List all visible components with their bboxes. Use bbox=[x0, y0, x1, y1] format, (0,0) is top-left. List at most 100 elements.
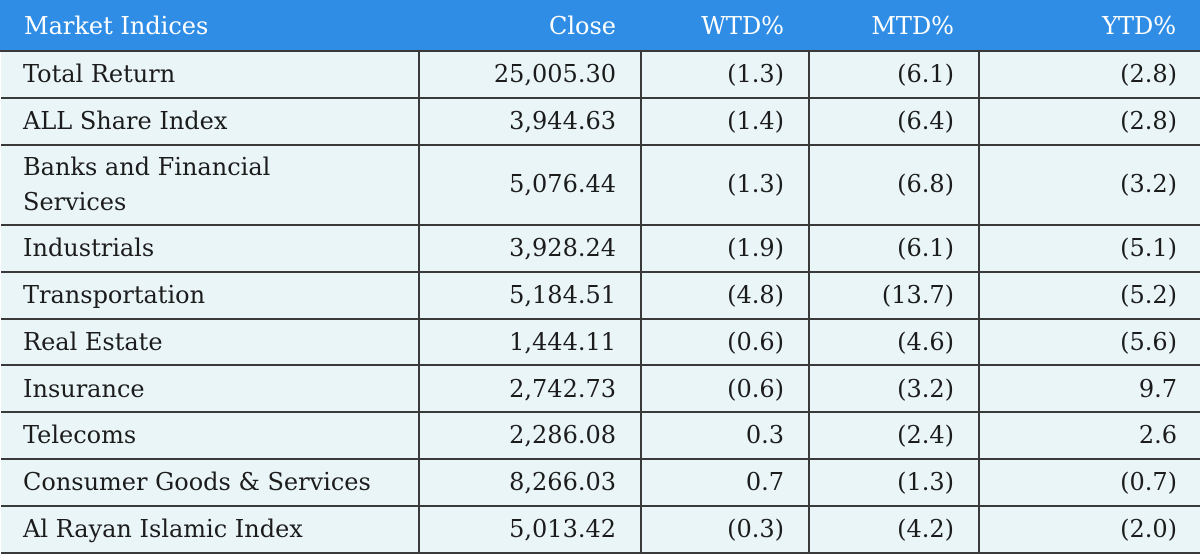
value-cell: (4.2) bbox=[808, 505, 980, 554]
table-header: Market Indices Close WTD% MTD% YTD% bbox=[0, 0, 1200, 52]
index-name: Consumer Goods & Services bbox=[23, 468, 371, 497]
cell-value: 5,184.51 bbox=[509, 280, 616, 309]
index-name-cell: Industrials bbox=[1, 223, 420, 273]
cell-value: (1.4) bbox=[727, 106, 784, 135]
cell-value: 2,286.08 bbox=[509, 421, 616, 450]
value-cell: (6.8) bbox=[808, 143, 980, 226]
index-name: Telecoms bbox=[23, 421, 137, 450]
value-cell: (13.7) bbox=[808, 270, 980, 320]
cell-value: (0.6) bbox=[727, 374, 784, 403]
value-cell: (1.3) bbox=[640, 143, 810, 226]
table-row: Banks and Financial Services 5,076.44 (1.3… bbox=[1, 143, 1200, 226]
value-cell: (1.3) bbox=[640, 50, 810, 99]
table-body: Total Return 25,005.30 (1.3) (6.1) (2.8) ALL … bbox=[1, 50, 1200, 554]
value-cell: 25,005.30 bbox=[418, 50, 642, 99]
value-cell: (2.4) bbox=[808, 411, 980, 461]
value-cell: (1.3) bbox=[808, 458, 980, 508]
index-name: Real Estate bbox=[23, 327, 163, 356]
index-name-cell: Al Rayan Islamic Index bbox=[1, 505, 420, 554]
cell-value: 3,928.24 bbox=[509, 233, 616, 262]
value-cell: 2,742.73 bbox=[418, 364, 642, 414]
value-cell: 1,444.11 bbox=[418, 317, 642, 367]
value-cell: (5.2) bbox=[978, 270, 1200, 320]
cell-value: 5,076.44 bbox=[509, 170, 616, 199]
cell-value: (13.7) bbox=[881, 280, 954, 309]
value-cell: (6.1) bbox=[808, 223, 980, 273]
index-name: Transportation bbox=[23, 280, 206, 309]
header-cell: YTD% bbox=[978, 0, 1200, 52]
value-cell: (1.9) bbox=[640, 223, 810, 273]
table-row: Industrials 3,928.24 (1.9) (6.1) (5.1) bbox=[1, 223, 1200, 273]
value-cell: (4.8) bbox=[640, 270, 810, 320]
value-cell: 5,013.42 bbox=[418, 505, 642, 554]
index-name: Total Return bbox=[23, 60, 176, 89]
cell-value: (6.1) bbox=[897, 60, 954, 89]
header-cell: Close bbox=[418, 0, 642, 52]
cell-value: (4.2) bbox=[897, 515, 954, 544]
index-name-cell: Real Estate bbox=[1, 317, 420, 367]
index-name-cell: Transportation bbox=[1, 270, 420, 320]
value-cell: (2.0) bbox=[978, 505, 1200, 554]
table-row: Total Return 25,005.30 (1.3) (6.1) (2.8) bbox=[1, 50, 1200, 99]
cell-value: (2.8) bbox=[1120, 60, 1177, 89]
value-cell: 2.6 bbox=[978, 411, 1200, 461]
cell-value: 5,013.42 bbox=[509, 515, 616, 544]
header-cell: Market Indices bbox=[0, 0, 420, 52]
cell-value: (1.3) bbox=[727, 170, 784, 199]
index-name: Industrials bbox=[23, 233, 155, 262]
header-cell: WTD% bbox=[640, 0, 810, 52]
index-name-cell: ALL Share Index bbox=[1, 96, 420, 146]
value-cell: 0.3 bbox=[640, 411, 810, 461]
value-cell: 8,266.03 bbox=[418, 458, 642, 508]
cell-value: (1.3) bbox=[727, 60, 784, 89]
table-row: Real Estate 1,444.11 (0.6) (4.6) (5.6) bbox=[1, 317, 1200, 367]
index-name: Insurance bbox=[23, 374, 145, 403]
table-row: Transportation 5,184.51 (4.8) (13.7) (5.2) bbox=[1, 270, 1200, 320]
value-cell: 5,076.44 bbox=[418, 143, 642, 226]
cell-value: 0.7 bbox=[745, 468, 784, 497]
value-cell: (0.7) bbox=[978, 458, 1200, 508]
value-cell: 5,184.51 bbox=[418, 270, 642, 320]
cell-value: (1.9) bbox=[727, 233, 784, 262]
index-name: Al Rayan Islamic Index bbox=[23, 515, 303, 544]
cell-value: 9.7 bbox=[1138, 374, 1177, 403]
cell-value: 3,944.63 bbox=[509, 106, 616, 135]
value-cell: 0.7 bbox=[640, 458, 810, 508]
header-row: Market Indices Close WTD% MTD% YTD% bbox=[0, 0, 1200, 52]
cell-value: 1,444.11 bbox=[509, 327, 616, 356]
value-cell: (6.4) bbox=[808, 96, 980, 146]
cell-value: (4.6) bbox=[897, 327, 954, 356]
value-cell: (0.6) bbox=[640, 317, 810, 367]
cell-value: 0.3 bbox=[745, 421, 784, 450]
table-row: Insurance 2,742.73 (0.6) (3.2) 9.7 bbox=[1, 364, 1200, 414]
value-cell: (1.4) bbox=[640, 96, 810, 146]
value-cell: (5.6) bbox=[978, 317, 1200, 367]
cell-value: (0.6) bbox=[727, 327, 784, 356]
cell-value: (4.8) bbox=[727, 280, 784, 309]
index-name-cell: Consumer Goods & Services bbox=[1, 458, 420, 508]
cell-value: 2.6 bbox=[1138, 421, 1177, 450]
cell-value: (6.8) bbox=[897, 170, 954, 199]
cell-value: (2.0) bbox=[1120, 515, 1177, 544]
cell-value: (1.3) bbox=[897, 468, 954, 497]
index-name: Banks and Financial Services bbox=[23, 153, 271, 216]
cell-value: (3.2) bbox=[1120, 170, 1177, 199]
cell-value: 2,742.73 bbox=[509, 374, 616, 403]
cell-value: (0.7) bbox=[1120, 468, 1177, 497]
value-cell: 2,286.08 bbox=[418, 411, 642, 461]
value-cell: (5.1) bbox=[978, 223, 1200, 273]
value-cell: (2.8) bbox=[978, 96, 1200, 146]
index-name: ALL Share Index bbox=[23, 106, 228, 135]
table-row: Al Rayan Islamic Index 5,013.42 (0.3) (4.2)… bbox=[1, 505, 1200, 554]
value-cell: 9.7 bbox=[978, 364, 1200, 414]
cell-value: 8,266.03 bbox=[509, 468, 616, 497]
value-cell: (4.6) bbox=[808, 317, 980, 367]
table-row: ALL Share Index 3,944.63 (1.4) (6.4) (2.8) bbox=[1, 96, 1200, 146]
table-row: Telecoms 2,286.08 0.3 (2.4) 2.6 bbox=[1, 411, 1200, 461]
value-cell: 3,944.63 bbox=[418, 96, 642, 146]
cell-value: (5.2) bbox=[1120, 280, 1177, 309]
cell-value: (5.6) bbox=[1120, 327, 1177, 356]
cell-value: (2.8) bbox=[1120, 106, 1177, 135]
